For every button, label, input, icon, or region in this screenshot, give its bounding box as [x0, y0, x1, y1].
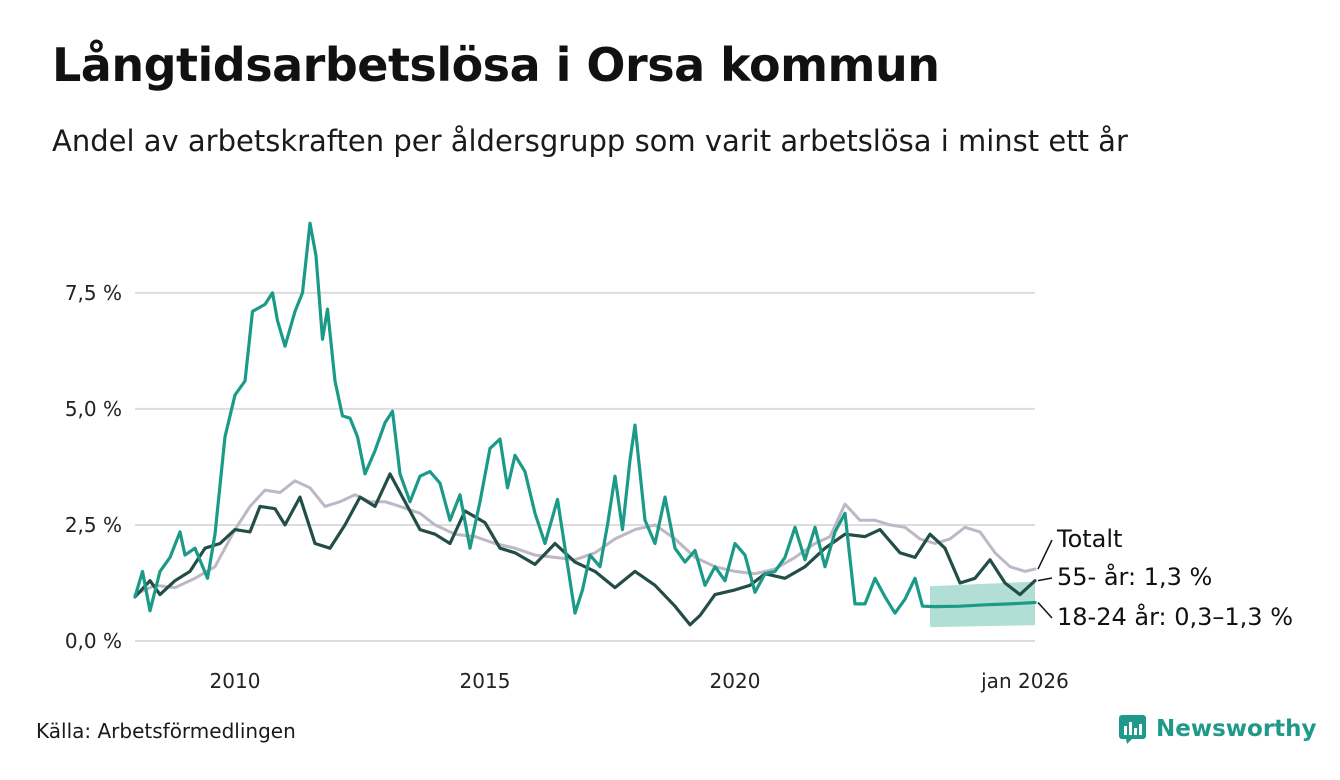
y-tick-label: 2,5 %: [65, 513, 122, 537]
page-title: Långtidsarbetslösa i Orsa kommun: [52, 38, 940, 92]
label-connector: [1037, 539, 1053, 570]
y-tick-label: 0,0 %: [65, 629, 122, 653]
x-tick-label: 2020: [710, 669, 761, 693]
label-connector: [1037, 577, 1053, 582]
page-subtitle: Andel av arbetskraften per åldersgrupp s…: [52, 124, 1128, 158]
y-tick-label: 7,5 %: [65, 281, 122, 305]
series-end-label: 55- år: 1,3 %: [1057, 562, 1212, 591]
brand-name: Newsworthy: [1156, 716, 1317, 742]
y-tick-label: 5,0 %: [65, 397, 122, 421]
series-line-old: [133, 472, 1037, 627]
x-tick-label: jan 2026: [980, 669, 1069, 693]
x-tick-label: 2010: [210, 669, 261, 693]
label-connector: [1037, 601, 1053, 619]
x-tick-label: 2015: [460, 669, 511, 693]
series-end-label: Totalt: [1056, 525, 1122, 553]
newsworthy-icon: [1119, 715, 1146, 744]
series-end-label: 18-24 år: 0,3–1,3 %: [1057, 602, 1293, 631]
series-line-young: [133, 221, 1037, 615]
series-line-total: [133, 479, 1037, 597]
brand-logo: Newsworthy: [1118, 714, 1317, 744]
source-note: Källa: Arbetsförmedlingen: [36, 719, 296, 743]
